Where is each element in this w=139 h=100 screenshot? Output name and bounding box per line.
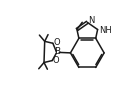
Text: B: B xyxy=(54,47,61,56)
Text: N: N xyxy=(88,16,95,25)
Text: NH: NH xyxy=(99,26,112,34)
Text: O: O xyxy=(53,56,60,65)
Text: O: O xyxy=(54,38,60,48)
